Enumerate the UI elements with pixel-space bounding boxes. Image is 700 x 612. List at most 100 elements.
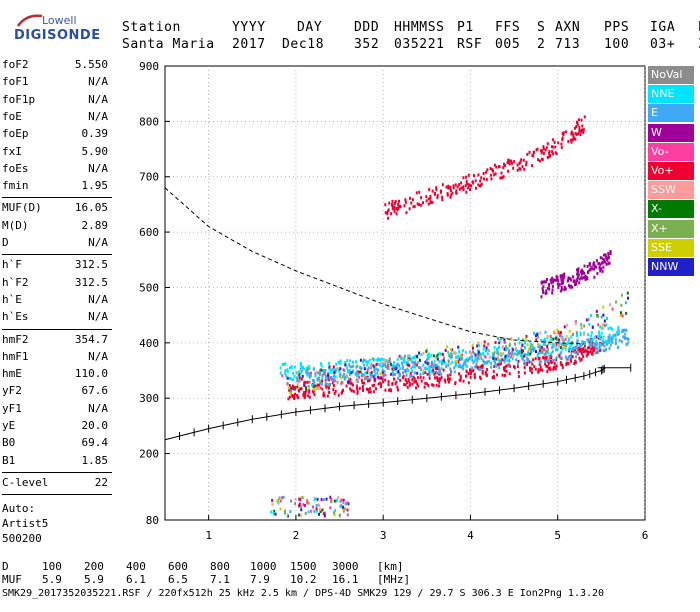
echo-point	[532, 358, 535, 362]
echo-point	[291, 393, 294, 397]
echo-point	[449, 189, 452, 193]
echo-point	[579, 333, 582, 337]
series-mixed	[281, 291, 630, 396]
echo-point	[413, 205, 416, 209]
echo-point	[346, 508, 349, 512]
echo-point	[498, 366, 501, 370]
echo-point	[608, 340, 611, 344]
echo-point	[607, 326, 610, 330]
echo-point	[438, 369, 441, 373]
echo-point	[449, 348, 452, 352]
echo-point	[507, 169, 510, 173]
echo-point	[560, 142, 563, 146]
param-separator	[2, 197, 112, 199]
echo-point	[557, 141, 560, 145]
echo-point	[552, 337, 555, 341]
echo-point	[597, 349, 600, 353]
echo-point	[362, 358, 365, 362]
echo-point	[586, 338, 589, 342]
echo-point	[389, 372, 392, 376]
y-tick-label: 700	[139, 171, 159, 184]
echo-point	[524, 341, 527, 345]
echo-point	[574, 346, 577, 350]
echo-point	[563, 287, 566, 291]
echo-point	[398, 354, 401, 358]
echo-point	[415, 191, 418, 195]
echo-point	[424, 360, 427, 364]
echo-point	[404, 200, 407, 204]
echo-point	[418, 351, 421, 355]
echo-point	[557, 330, 560, 334]
echo-point	[572, 279, 575, 283]
legend-item-nne: NNE	[648, 85, 694, 104]
echo-point	[458, 357, 461, 361]
echo-point	[503, 347, 506, 351]
echo-point	[592, 261, 595, 265]
echo-point	[495, 357, 498, 361]
echo-point	[351, 383, 354, 387]
echo-point	[467, 357, 470, 361]
echo-point	[348, 372, 351, 376]
echo-point	[622, 335, 625, 339]
echo-point	[558, 334, 561, 338]
echo-point	[534, 367, 537, 371]
echo-point	[533, 331, 536, 335]
echo-point	[417, 384, 420, 388]
param-name: B1	[2, 453, 16, 467]
echo-point	[594, 351, 597, 355]
echo-point	[288, 395, 291, 399]
echo-point	[504, 340, 507, 344]
echo-point	[493, 350, 496, 354]
echo-point	[432, 383, 435, 387]
echo-point	[460, 181, 463, 185]
param-name: yE	[2, 419, 16, 432]
echo-point	[607, 253, 610, 257]
echo-point	[546, 348, 549, 352]
echo-point	[320, 368, 323, 372]
param-row-fof2: foF2 5.550	[2, 58, 108, 72]
echo-point	[611, 337, 614, 341]
echo-point	[601, 323, 604, 327]
echo-point	[550, 356, 553, 360]
echo-point	[437, 365, 440, 369]
echo-point	[425, 195, 428, 199]
echo-point	[529, 342, 532, 346]
echo-point	[412, 365, 415, 369]
param-row-clevel: C-level 22	[2, 476, 108, 490]
echo-point	[580, 272, 583, 276]
echo-point	[342, 368, 345, 372]
echo-point	[521, 165, 524, 169]
echo-point	[540, 338, 543, 342]
echo-point	[495, 165, 498, 169]
echo-point	[538, 361, 541, 365]
echo-point	[586, 352, 589, 356]
echo-point	[569, 344, 572, 348]
echo-point	[517, 370, 520, 374]
echo-point	[447, 360, 450, 364]
echo-point	[551, 291, 554, 295]
echo-point	[440, 376, 443, 380]
echo-point	[515, 346, 518, 350]
echo-point	[601, 342, 604, 346]
echo-point	[430, 354, 433, 358]
echo-point	[577, 267, 580, 271]
echo-point	[486, 348, 489, 352]
echo-point	[325, 497, 328, 501]
param-row-fof1p: foF1p N/A	[2, 93, 108, 107]
echo-point	[503, 338, 506, 342]
echo-point	[490, 173, 493, 177]
echo-point	[273, 509, 276, 513]
echo-point	[366, 360, 369, 364]
echo-point	[559, 361, 562, 365]
echo-point	[444, 348, 447, 352]
echo-point	[602, 265, 605, 269]
echo-point	[585, 354, 588, 358]
echo-point	[394, 382, 397, 386]
echo-point	[574, 131, 577, 135]
echo-point	[279, 507, 282, 511]
y-tick-label: 900	[139, 60, 159, 73]
echo-point	[584, 277, 587, 281]
echo-point	[376, 371, 379, 375]
echo-point	[294, 386, 297, 390]
echo-point	[384, 363, 387, 367]
